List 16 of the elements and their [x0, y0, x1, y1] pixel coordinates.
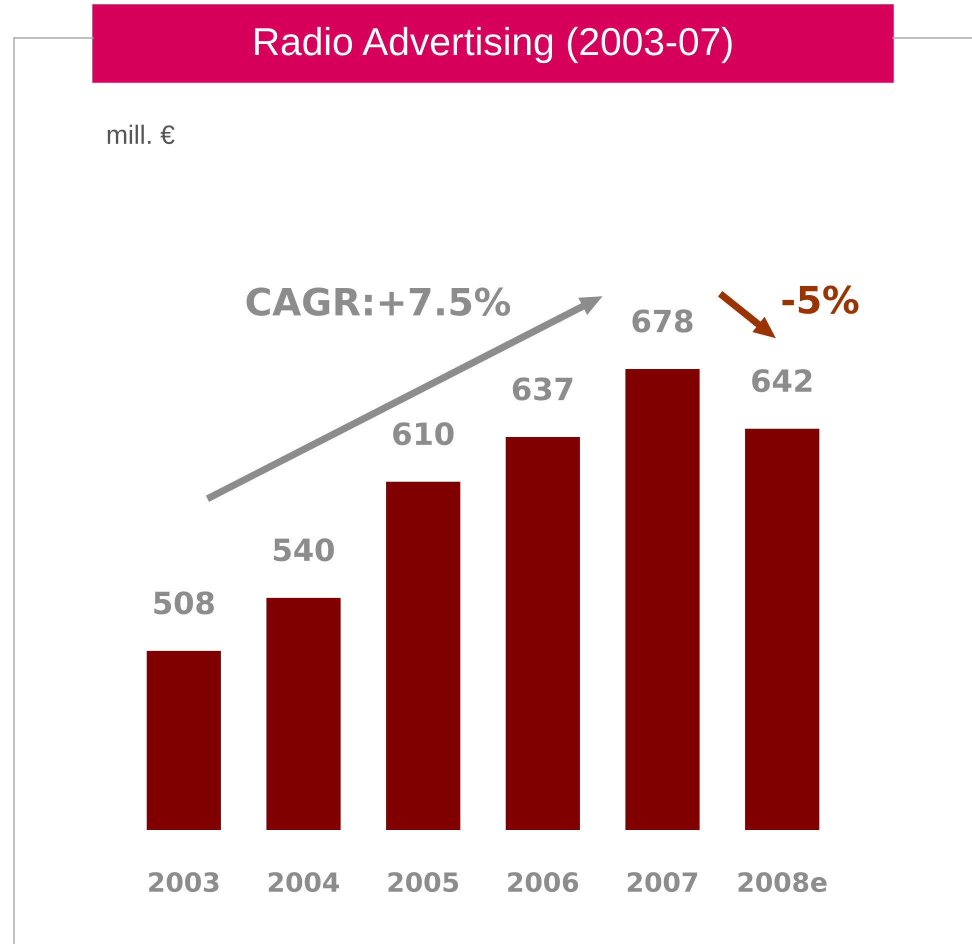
- data-label: 610: [393, 422, 454, 446]
- x-tick-label: 2004: [268, 872, 340, 892]
- chart-title: Radio Advertising (2003-07): [255, 26, 732, 64]
- x-tick-label: 2003: [149, 872, 218, 892]
- x-tick-label: 2008e: [738, 872, 827, 892]
- data-label: 637: [512, 377, 572, 401]
- x-tick-label: 2006: [508, 872, 578, 892]
- x-tick-label: 2007: [628, 872, 698, 892]
- data-label: 508: [154, 591, 214, 614]
- data-label: 540: [274, 538, 334, 562]
- text: -5%: [782, 286, 858, 314]
- text: mill. €: [108, 124, 175, 144]
- x-tick-label: 2005: [388, 872, 458, 892]
- data-label: 642: [752, 369, 812, 392]
- text: CAGR:+7.5%: [246, 288, 510, 316]
- data-label: 678: [632, 309, 692, 333]
